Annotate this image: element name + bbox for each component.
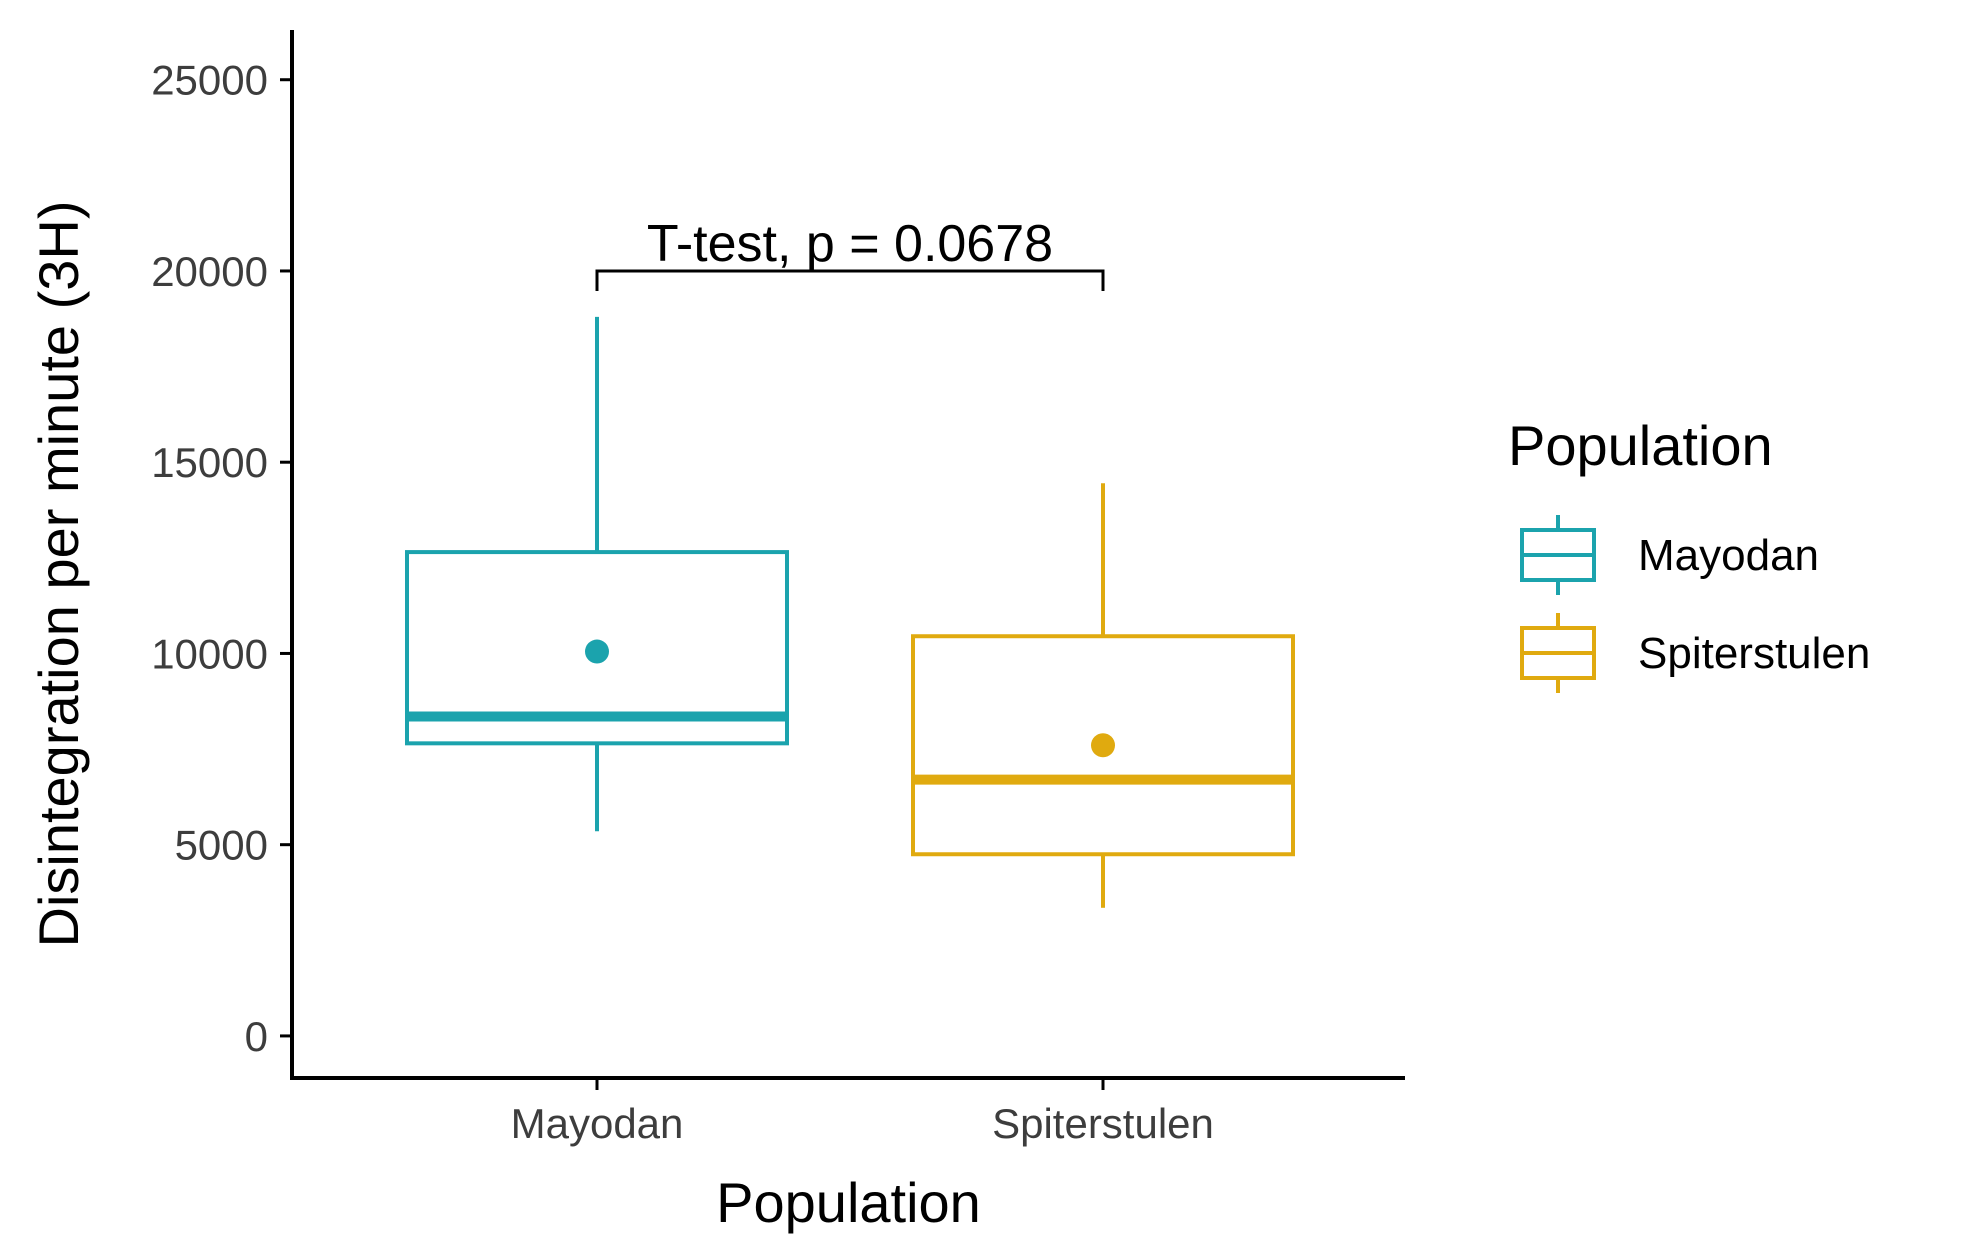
y-tick-label: 5000	[175, 822, 268, 869]
x-tick-label: Spiterstulen	[992, 1100, 1214, 1147]
significance-label: T-test, p = 0.0678	[647, 215, 1053, 273]
x-tick-label: Mayodan	[511, 1100, 684, 1147]
y-tick-label: 25000	[151, 57, 268, 104]
legend: Population Mayodan Spiterstulen	[1508, 414, 1870, 693]
boxplot-spiterstulen	[911, 483, 1295, 908]
y-tick-label: 15000	[151, 439, 268, 486]
significance-annotation: T-test, p = 0.0678	[595, 215, 1105, 291]
mean-point	[585, 639, 609, 664]
y-tick-label: 0	[245, 1013, 268, 1060]
significance-bracket	[595, 269, 1105, 291]
legend-title: Population	[1508, 414, 1773, 477]
x-axis: Mayodan Spiterstulen	[290, 1076, 1405, 1147]
legend-label: Spiterstulen	[1638, 629, 1870, 678]
legend-item-spiterstulen: Spiterstulen	[1520, 613, 1870, 693]
legend-label: Mayodan	[1638, 531, 1819, 580]
y-axis: 0 5000 10000 15000 20000 25000	[151, 30, 294, 1078]
x-axis-title: Population	[716, 1171, 981, 1234]
y-tick-label: 10000	[151, 630, 268, 677]
boxplots	[405, 316, 1295, 908]
mean-point	[1091, 733, 1115, 758]
y-tick-label: 20000	[151, 248, 268, 295]
legend-item-mayodan: Mayodan	[1520, 515, 1819, 595]
y-axis-title: Disintegration per minute (3H)	[27, 201, 90, 948]
boxplot-mayodan	[405, 316, 789, 832]
